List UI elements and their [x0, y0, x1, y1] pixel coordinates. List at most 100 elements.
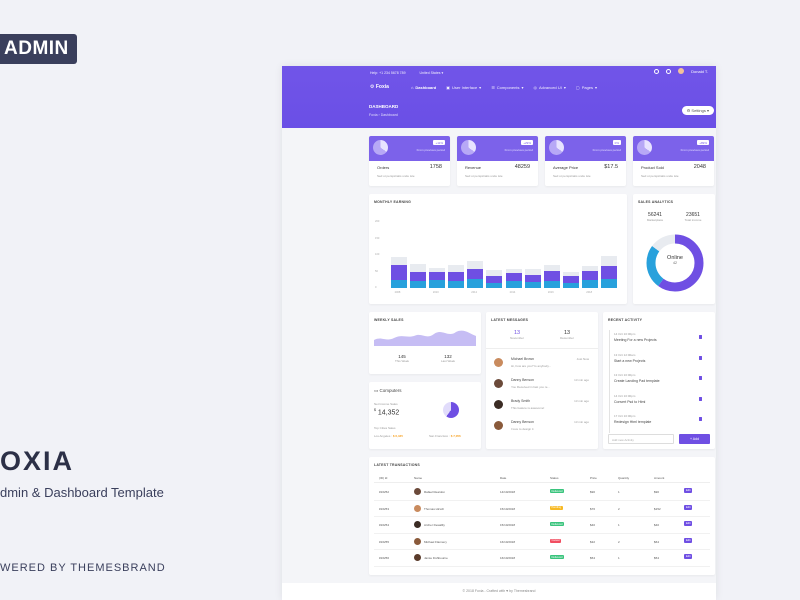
weekly-left-value: 145 — [398, 354, 406, 359]
mini-pie-icon — [373, 140, 388, 155]
computers-right: San Francisco : $ 7,056 — [429, 434, 461, 438]
card-title: MONTHLY EARNING — [374, 200, 412, 204]
table-row: #16256 Jamie Fishbourne 16/10/2018 Delivere… — [374, 550, 710, 567]
add-activity-button[interactable]: + Add — [679, 434, 710, 444]
computers-title: ▭ Computers — [374, 388, 402, 393]
weekly-right-label: Last Week — [440, 359, 456, 363]
messages-tab-november[interactable]: 13 November — [510, 330, 524, 340]
bar-segment — [601, 266, 618, 279]
new-activity-input[interactable]: Add new Activity — [608, 434, 674, 444]
bar-segment — [409, 263, 426, 273]
cell-quantity: 1 — [618, 556, 620, 561]
bell-icon[interactable] — [666, 68, 672, 74]
stat-card-average-price: 0% From previous period Average Price $17… — [545, 136, 626, 186]
computers-left: Los Angeles : $ 6,435 — [374, 434, 403, 438]
y-tick-label: 50 — [375, 269, 378, 273]
activity-date: 13 Oct 12:00am — [614, 352, 636, 357]
edit-button[interactable]: Edit — [684, 554, 693, 560]
nav-user-interface[interactable]: ▣ User Interface ▾ — [446, 84, 482, 90]
weekly-left-label: This Week — [394, 359, 410, 363]
stat-value: 1758 — [429, 164, 442, 170]
column-header: Date — [500, 476, 507, 480]
message-item[interactable]: Brady Smith 13 min ago This feature is awe… — [491, 397, 593, 418]
stat-card-product-sold: +89% From previous period Product Sold 20… — [633, 136, 714, 186]
bar-segment — [582, 280, 599, 288]
stat-badge: 0% — [612, 140, 621, 145]
activity-item: 17 Oct 10:00pm Redesign Html template — [609, 412, 710, 433]
cell-name: Michael Flannery — [424, 539, 447, 544]
weekly-right-value: 132 — [444, 354, 452, 359]
nav-advanced-ui[interactable]: ◎ Advanced UI ▾ — [533, 84, 566, 90]
activity-text: Redesign Html template — [614, 420, 652, 424]
edit-button[interactable]: Edit — [684, 537, 693, 543]
bar-segment — [467, 260, 484, 269]
nav-components[interactable]: ☰ Components ▾ — [491, 84, 524, 90]
search-icon[interactable] — [654, 68, 660, 74]
bar-segment — [601, 278, 618, 288]
message-sender: Brady Smith — [511, 399, 531, 403]
user-name[interactable]: Donald T. — [691, 68, 708, 74]
cell-id: #16256 — [379, 556, 390, 561]
edit-button[interactable]: Edit — [684, 504, 693, 510]
column-header: Quantity — [618, 476, 630, 480]
trash-icon[interactable] — [699, 417, 702, 421]
bar-segment — [505, 273, 522, 282]
monitor-icon: ▭ — [374, 388, 379, 393]
stat-value: 48259 — [514, 164, 530, 170]
footer: © 2018 Foxia - Crafted with ♥ by Themesb… — [282, 583, 716, 600]
cell-quantity: 2 — [618, 506, 620, 511]
sales-left-value: 56241 — [648, 212, 662, 218]
message-item[interactable]: Danny Benson 13 min ago You Received in fa… — [491, 376, 593, 397]
trash-icon[interactable] — [699, 355, 702, 360]
trash-icon[interactable] — [699, 396, 702, 401]
breadcrumb: Foxia › Dashboard — [369, 113, 398, 117]
trash-icon[interactable] — [699, 335, 702, 339]
edit-button[interactable]: Edit — [684, 521, 693, 527]
table-row: #16255 Michael Flannery 16/10/2018 Cancel $3… — [374, 534, 710, 551]
stat-label: Product Sold — [641, 165, 664, 170]
settings-button[interactable]: ⚙ Settings ▾ — [681, 106, 714, 115]
logo[interactable]: ⚙ Foxia — [370, 84, 389, 90]
donut-label: Online — [667, 255, 683, 261]
message-time: Just Now — [576, 357, 589, 361]
avatar — [414, 537, 421, 545]
stat-desc: Sed ut perspiciatis unde iste — [641, 174, 679, 178]
donut-slice — [646, 234, 704, 292]
cell-amount: $54 — [654, 556, 660, 561]
table-row: #16252 Rafael Reardon 14/10/2018 Delivered $… — [374, 484, 710, 501]
cell-date: 16/10/2018 — [500, 539, 516, 544]
cell-name: Thomas Hirsch — [424, 506, 445, 511]
bar-segment — [601, 256, 618, 267]
activity-item: 13 Oct 12:00am Start a new Projects — [609, 350, 710, 371]
activity-text: Convert Psd to Html — [614, 399, 646, 404]
cell-price: $40 — [590, 523, 596, 528]
messages-tab-december[interactable]: 13 December — [560, 330, 574, 340]
earnings-chart — [389, 222, 619, 288]
transactions-table: #16252 Rafael Reardon 14/10/2018 Delivered $… — [374, 484, 710, 567]
cell-quantity: 2 — [618, 539, 620, 544]
latest-messages-card: LATEST MESSAGES 13 November 13 December … — [486, 312, 598, 449]
country-select[interactable]: United States ▾ — [419, 70, 444, 75]
weekly-sales-card: WEEKLY SALES 145 This Week 132 Last Week — [369, 312, 481, 374]
bar-segment — [467, 278, 484, 288]
cell-amount: $90 — [654, 490, 660, 494]
message-sender: Danny Benson — [511, 420, 534, 424]
edit-button[interactable]: Edit — [684, 488, 693, 493]
trash-icon[interactable] — [699, 376, 702, 380]
column-header: Status — [550, 476, 559, 480]
stat-desc: Sed ut perspiciatis unde iste — [465, 174, 503, 178]
bar-segment — [390, 256, 407, 265]
message-item[interactable]: Michael Brown Just Now Hi, how are you? Is… — [491, 355, 593, 376]
nav-dashboard[interactable]: ⌂ Dashboard — [410, 84, 437, 90]
nav-pages[interactable]: ▢ Pages ▾ — [575, 84, 598, 90]
bar-segment — [486, 283, 503, 288]
x-tick-label: 2018 — [586, 291, 593, 294]
status-badge: Delivered — [550, 489, 564, 493]
cell-id: #16254 — [379, 523, 390, 528]
stat-desc: Sed ut perspiciatis unde iste — [553, 174, 591, 178]
user-avatar[interactable] — [678, 68, 685, 74]
donut-value: 42 — [673, 261, 677, 265]
message-item[interactable]: Danny Benson 13 min ago I love to design i… — [491, 418, 593, 439]
x-tick-label: 2016 — [547, 291, 554, 294]
message-time: 13 min ago — [574, 420, 589, 424]
